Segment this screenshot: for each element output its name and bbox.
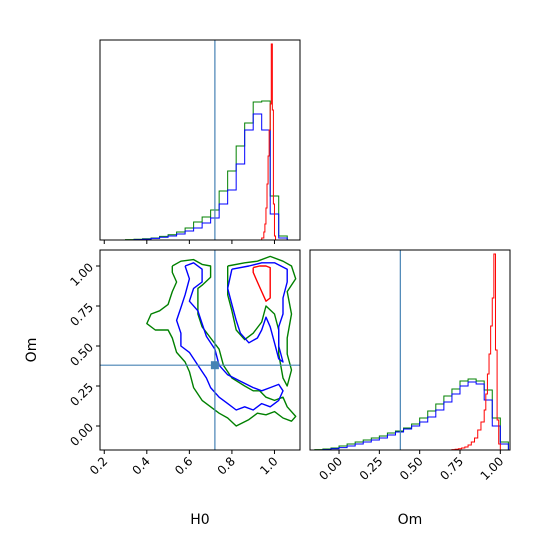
contour-4 bbox=[252, 265, 271, 302]
panel-hist-h0-series-1 bbox=[125, 113, 288, 240]
panel-hist-om-xtick-label-2: 0.50 bbox=[397, 454, 426, 483]
contour-frame bbox=[99, 249, 301, 451]
om-histogram-series bbox=[314, 253, 509, 450]
contour-ticks: 0.2 0.4 0.6 0.8 1.0 0.00 0.25 0.50 0.75 1.00 bbox=[67, 260, 280, 477]
contour-0 bbox=[146, 258, 297, 427]
om-histogram-frame bbox=[309, 249, 511, 451]
panel-hist-om-series-2 bbox=[451, 253, 501, 450]
contour-ytick-label-4: 1.00 bbox=[67, 260, 96, 289]
h0-histogram-ticks bbox=[103, 240, 275, 244]
contour-lines bbox=[146, 255, 297, 427]
contour-xtick-label-4: 1.0 bbox=[257, 454, 280, 477]
om-histogram-ticks: 0.00 0.25 0.50 0.75 1.00 bbox=[316, 450, 506, 483]
panel-hist-om-series-0 bbox=[314, 378, 509, 450]
contour-xtick-label-0: 0.2 bbox=[87, 454, 110, 477]
om-histogram-panel: 0.00 0.25 0.50 0.75 1.00 Om bbox=[309, 249, 511, 528]
contour-ytick-label-0: 0.00 bbox=[67, 420, 96, 449]
x-axis-label-h0: H0 bbox=[190, 512, 209, 528]
panel-hist-om-xtick-label-0: 0.00 bbox=[316, 454, 345, 483]
contour-truth-lines bbox=[100, 250, 300, 450]
contour-xtick-label-1: 0.4 bbox=[130, 454, 153, 477]
contour-ytick-label-1: 0.25 bbox=[67, 380, 96, 409]
contour-3 bbox=[227, 262, 288, 363]
contour-ytick-label-3: 0.75 bbox=[67, 300, 96, 329]
x-axis-label-om: Om bbox=[398, 512, 423, 528]
panel-hist-h0-series-0 bbox=[125, 100, 288, 240]
h0-histogram-frame bbox=[99, 39, 301, 241]
panel-hist-om-xtick-label-1: 0.25 bbox=[357, 454, 386, 483]
truth-marker bbox=[210, 361, 219, 370]
contour-xtick-label-2: 0.6 bbox=[172, 454, 195, 477]
contour-ytick-label-2: 0.50 bbox=[67, 340, 96, 369]
panel-hist-om-xtick-label-3: 0.75 bbox=[437, 454, 466, 483]
panel-hist-om-xtick-label-4: 1.00 bbox=[478, 454, 507, 483]
panel-hist-h0-series-2 bbox=[261, 43, 277, 240]
y-axis-label-om: Om bbox=[24, 338, 40, 363]
contour-xtick-label-3: 0.8 bbox=[215, 454, 238, 477]
h0-histogram-panel bbox=[99, 39, 301, 244]
h0-om-contour-panel: 0.2 0.4 0.6 0.8 1.0 0.00 0.25 0.50 0.75 1.00 H0 O… bbox=[24, 249, 301, 528]
panel-hist-om-series-1 bbox=[314, 381, 509, 450]
contour-1 bbox=[227, 255, 297, 387]
contour-2 bbox=[175, 262, 284, 411]
h0-histogram-series bbox=[125, 43, 288, 240]
